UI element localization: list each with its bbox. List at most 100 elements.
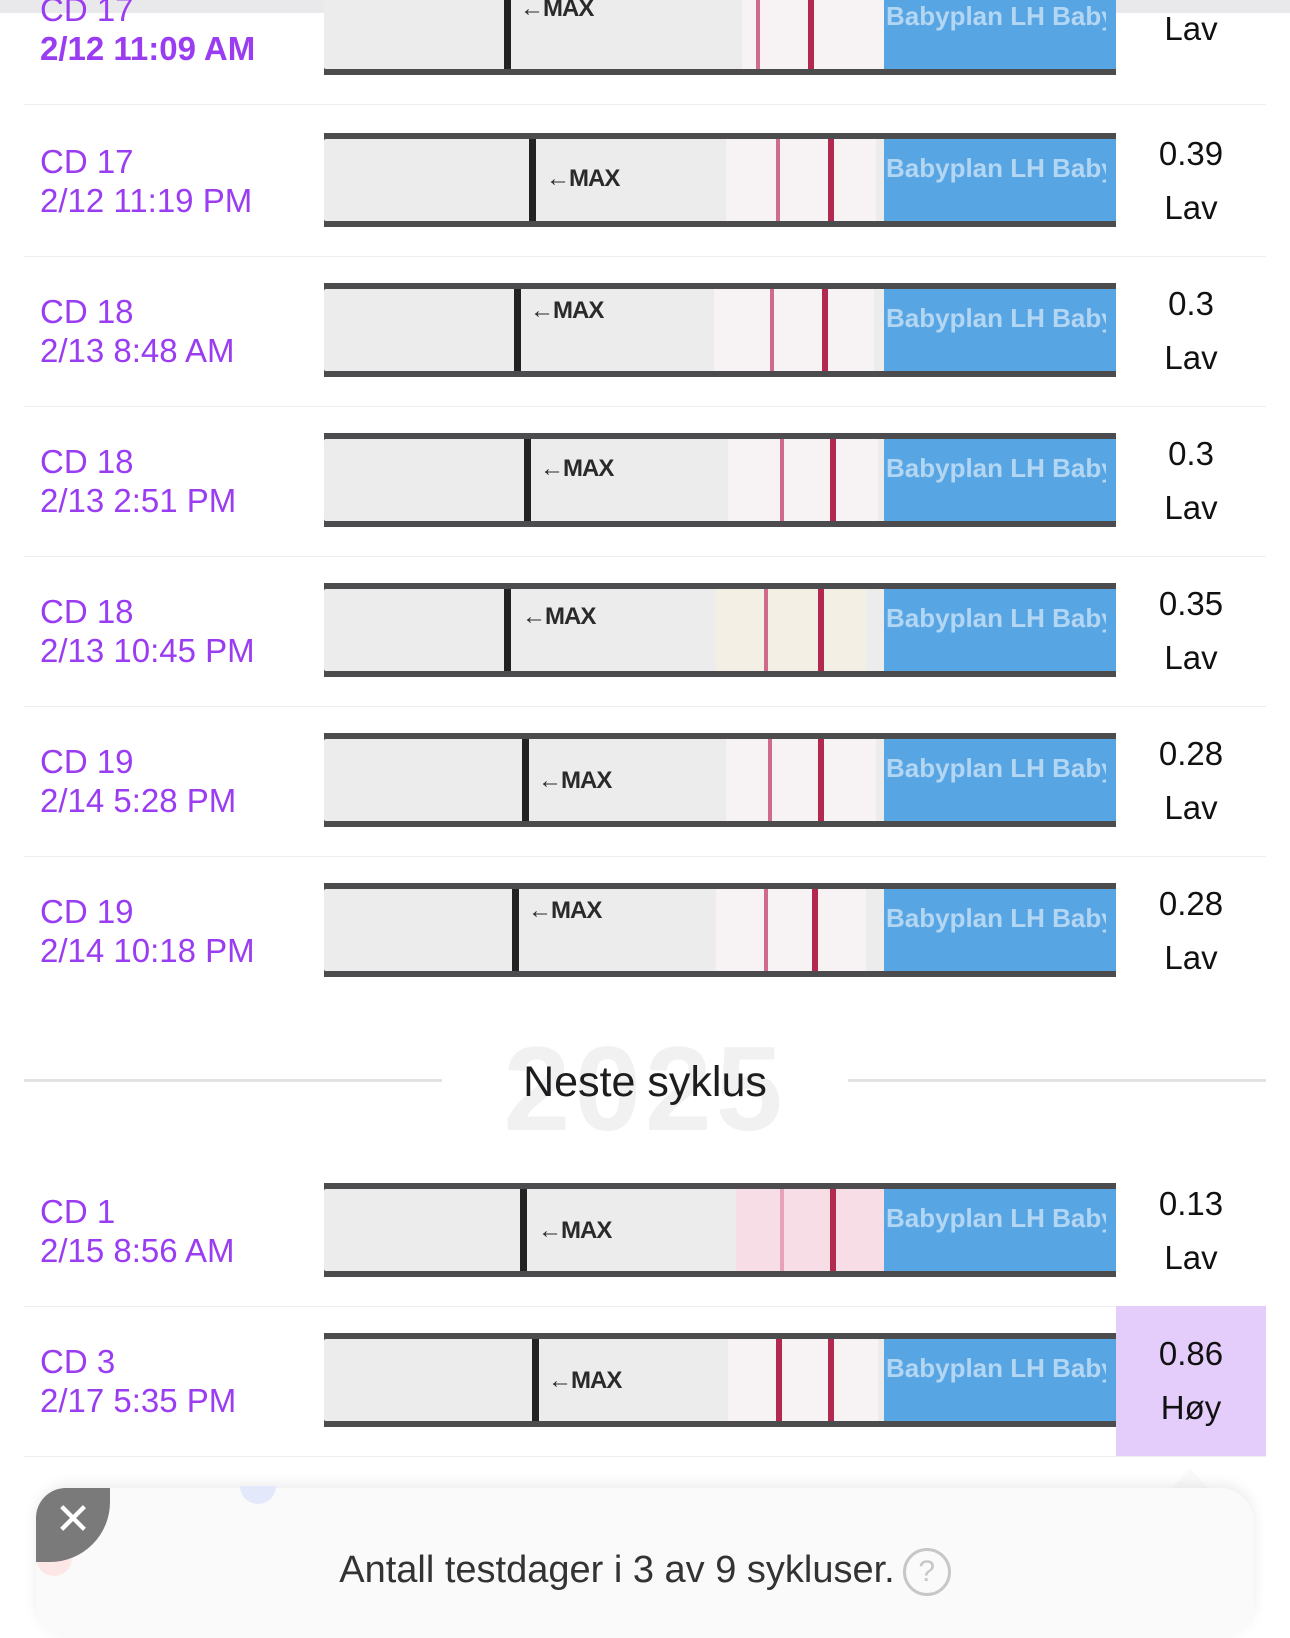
lh-level: Høy xyxy=(1160,1389,1222,1426)
test-strip-photo[interactable]: ←MAX Babyplan LH Babyplan LH xyxy=(324,733,1116,827)
brand-print: Babyplan LH Babyplan LH xyxy=(886,1,1106,31)
lh-level: Lav xyxy=(1164,10,1218,47)
test-row[interactable]: CD 17 2/12 11:09 AM ←MAX Babyplan LH Bab… xyxy=(24,0,1266,105)
test-label: CD 18 2/13 8:48 AM xyxy=(40,256,330,406)
lh-value: 0.86 xyxy=(1158,1335,1224,1372)
test-strip-photo[interactable]: ←MAX Babyplan LH Babyplan LH xyxy=(324,283,1116,377)
max-marker: ←MAX xyxy=(540,455,614,482)
test-datetime: 2/12 11:19 PM xyxy=(40,182,253,219)
test-strip-photo[interactable]: ←MAX Babyplan LH Babyplan LH xyxy=(324,1183,1116,1277)
lh-value: 0.13 xyxy=(1158,1185,1224,1222)
lh-value: 0.28 xyxy=(1158,735,1224,772)
max-marker: ←MAX xyxy=(546,165,620,192)
test-row[interactable]: CD 19 2/14 10:18 PM ←MAX Babyplan LH Bab… xyxy=(24,856,1266,1006)
cycle-day: CD 17 xyxy=(40,0,134,28)
brand-print: Babyplan LH Babyplan LH xyxy=(886,453,1106,483)
lh-level: Lav xyxy=(1164,639,1218,676)
test-strip-photo[interactable]: ←MAX Babyplan LH Babyplan LH xyxy=(324,883,1116,977)
test-datetime: 2/14 10:18 PM xyxy=(40,932,255,969)
max-marker: ←MAX xyxy=(530,297,604,324)
lh-level: Lav xyxy=(1164,939,1218,976)
cycle-day: CD 19 xyxy=(40,743,134,780)
test-row[interactable]: CD 18 2/13 8:48 AM ←MAX Babyplan LH Baby… xyxy=(24,256,1266,407)
lh-value: 0.39 xyxy=(1158,135,1224,172)
info-tooltip xyxy=(36,1488,1254,1638)
test-strip-photo[interactable]: ←MAX Babyplan LH Babyplan LH xyxy=(324,583,1116,677)
test-strip-photo[interactable]: ←MAX Babyplan LH Babyplan LH xyxy=(324,1333,1116,1427)
lh-value: 0.3 xyxy=(1168,435,1214,472)
lh-value: 0.28 xyxy=(1158,885,1224,922)
brand-print: Babyplan LH Babyplan LH xyxy=(886,303,1106,333)
test-result: 0.3 Lav xyxy=(1116,256,1266,406)
test-result: Lav xyxy=(1116,0,1266,104)
section-title: Neste syklus xyxy=(523,1058,767,1106)
brand-print: Babyplan LH Babyplan LH xyxy=(886,753,1106,783)
test-result-highlighted[interactable]: 0.86 Høy xyxy=(1116,1306,1266,1456)
brand-print: Babyplan LH Babyplan LH xyxy=(886,1203,1106,1233)
cycle-day: CD 19 xyxy=(40,893,134,930)
test-row[interactable]: CD 3 2/17 5:35 PM ←MAX Babyplan LH Babyp… xyxy=(24,1306,1266,1457)
close-icon: ✕ xyxy=(54,1495,92,1544)
test-result: 0.39 Lav xyxy=(1116,106,1266,256)
test-datetime: 2/14 5:28 PM xyxy=(40,782,237,819)
lh-level: Lav xyxy=(1164,339,1218,376)
test-strip-photo[interactable]: ←MAX Babyplan LH Babyplan LH xyxy=(324,0,1116,75)
max-marker: ←MAX xyxy=(538,767,612,794)
test-result: 0.13 Lav xyxy=(1116,1156,1266,1306)
cycle-day: CD 18 xyxy=(40,443,134,480)
test-result: 0.3 Lav xyxy=(1116,406,1266,556)
tooltip-message: Antall testdager i 3 av 9 sykluser.? xyxy=(0,1548,1290,1596)
test-strip-photo[interactable]: ←MAX Babyplan LH Babyplan LH xyxy=(324,133,1116,227)
brand-print: Babyplan LH Babyplan LH xyxy=(886,903,1106,933)
max-marker: ←MAX xyxy=(548,1367,622,1394)
test-result: 0.28 Lav xyxy=(1116,706,1266,856)
section-divider-right xyxy=(848,1079,1266,1082)
test-datetime: 2/12 11:09 AM xyxy=(40,30,256,67)
cycle-day: CD 1 xyxy=(40,1193,116,1230)
cycle-day: CD 3 xyxy=(40,1343,116,1380)
test-label: CD 1 2/15 8:56 AM xyxy=(40,1156,330,1306)
test-row[interactable]: CD 19 2/14 5:28 PM ←MAX Babyplan LH Baby… xyxy=(24,706,1266,857)
test-datetime: 2/15 8:56 AM xyxy=(40,1232,235,1269)
lh-level: Lav xyxy=(1164,789,1218,826)
section-divider-left xyxy=(24,1079,442,1082)
lh-level: Lav xyxy=(1164,189,1218,226)
cycle-day: CD 18 xyxy=(40,293,134,330)
test-label: CD 18 2/13 10:45 PM xyxy=(40,556,330,706)
test-label: CD 18 2/13 2:51 PM xyxy=(40,406,330,556)
decorative-dot xyxy=(240,1486,276,1504)
test-label: CD 17 2/12 11:09 AM xyxy=(40,0,330,104)
test-row[interactable]: CD 18 2/13 2:51 PM ←MAX Babyplan LH Baby… xyxy=(24,406,1266,557)
max-marker: ←MAX xyxy=(528,897,602,924)
test-datetime: 2/17 5:35 PM xyxy=(40,1382,237,1419)
max-marker: ←MAX xyxy=(538,1217,612,1244)
test-label: CD 3 2/17 5:35 PM xyxy=(40,1306,330,1456)
tooltip-text: Antall testdager i 3 av 9 sykluser. xyxy=(339,1549,895,1592)
brand-print: Babyplan LH Babyplan LH xyxy=(886,1353,1106,1383)
test-datetime: 2/13 8:48 AM xyxy=(40,332,235,369)
help-icon[interactable]: ? xyxy=(902,1548,951,1596)
test-label: CD 19 2/14 5:28 PM xyxy=(40,706,330,856)
brand-print: Babyplan LH Babyplan LH xyxy=(886,603,1106,633)
test-row[interactable]: CD 18 2/13 10:45 PM ←MAX Babyplan LH Bab… xyxy=(24,556,1266,707)
test-label: CD 17 2/12 11:19 PM xyxy=(40,106,330,256)
test-datetime: 2/13 10:45 PM xyxy=(40,632,255,669)
test-datetime: 2/13 2:51 PM xyxy=(40,482,237,519)
test-result: 0.35 Lav xyxy=(1116,556,1266,706)
test-result: 0.28 Lav xyxy=(1116,856,1266,1006)
test-row[interactable]: CD 1 2/15 8:56 AM ←MAX Babyplan LH Babyp… xyxy=(24,1156,1266,1307)
lh-value: 0.3 xyxy=(1168,285,1214,322)
cycle-day: CD 17 xyxy=(40,143,134,180)
lh-level: Lav xyxy=(1164,1239,1218,1276)
lh-value: 0.35 xyxy=(1158,585,1224,622)
section-year-watermark: 2025 xyxy=(503,1022,787,1156)
max-marker: ←MAX xyxy=(520,0,594,22)
lh-level: Lav xyxy=(1164,489,1218,526)
test-strip-photo[interactable]: ←MAX Babyplan LH Babyplan LH xyxy=(324,433,1116,527)
cycle-day: CD 18 xyxy=(40,593,134,630)
brand-print: Babyplan LH Babyplan LH xyxy=(886,153,1106,183)
test-row[interactable]: CD 17 2/12 11:19 PM ←MAX Babyplan LH Bab… xyxy=(24,106,1266,257)
tooltip-arrow xyxy=(1170,1468,1210,1490)
max-marker: ←MAX xyxy=(522,603,596,630)
test-label: CD 19 2/14 10:18 PM xyxy=(40,856,330,1006)
